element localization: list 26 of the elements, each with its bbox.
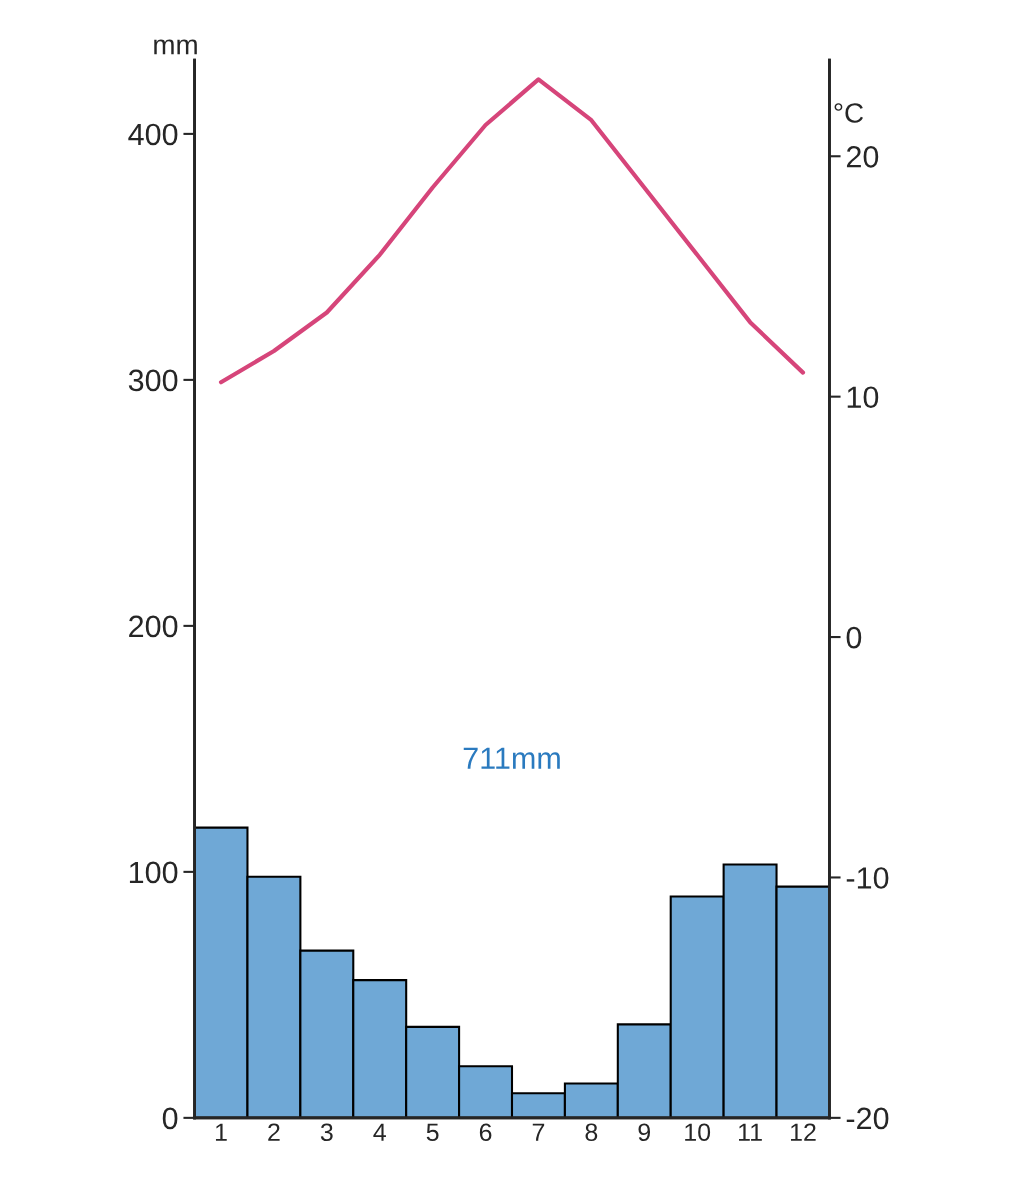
y2-tick-label: 20: [846, 146, 879, 168]
y-tick-label: 0: [162, 1107, 178, 1130]
line-series: [218, 77, 806, 385]
x-tick-label: 3: [320, 1123, 333, 1142]
x-tick-label: 11: [739, 1123, 762, 1141]
x-tick-label: 12: [790, 1123, 816, 1141]
y2-axis-title: °C: [834, 103, 864, 123]
y-tick-label: 100: [129, 861, 178, 884]
x-tick-label: 8: [585, 1123, 598, 1142]
annotation: 711mm: [463, 747, 560, 769]
x-tick-label: 2: [268, 1123, 280, 1141]
y2-tick-label: 10: [847, 386, 879, 409]
x-tick-label: 4: [373, 1123, 386, 1141]
y-tick-label: 200: [129, 615, 178, 638]
y-tick-label: 300: [128, 369, 178, 392]
x-tick-label: 7: [532, 1123, 545, 1141]
x-tick-label: 5: [426, 1123, 439, 1142]
y-tick-label: 400: [128, 123, 178, 146]
y-axis-title: mm: [154, 39, 197, 55]
x-tick-label: 1: [215, 1123, 227, 1141]
x-tick-label: 9: [638, 1123, 651, 1142]
y2-tick-label: 0: [846, 626, 862, 649]
x-tick-label: 10: [685, 1123, 711, 1142]
y2-tick-label: -10: [846, 867, 889, 889]
x-tick-label: 6: [479, 1123, 492, 1142]
y2-tick-label: -20: [846, 1107, 889, 1130]
